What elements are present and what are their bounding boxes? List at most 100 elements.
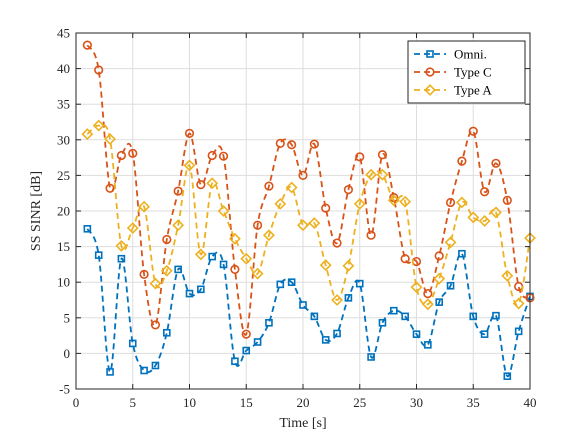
data-point-omni	[231, 357, 239, 366]
data-point-omni	[117, 254, 126, 263]
data-point-type-c	[275, 138, 285, 148]
data-point-omni	[367, 353, 375, 361]
legend-label: Omni.	[454, 47, 487, 62]
y-tick-label: 5	[64, 310, 71, 325]
data-point-omni	[299, 301, 307, 309]
data-point-type-a	[81, 128, 94, 141]
data-point-omni	[424, 341, 432, 349]
legend-item-omni: Omni.	[414, 47, 487, 62]
data-point-type-a	[183, 159, 196, 172]
x-tick-label: 10	[183, 395, 196, 410]
data-point-omni	[492, 311, 500, 320]
data-point-type-a	[92, 119, 105, 132]
data-point-type-a	[365, 168, 378, 181]
data-point-omni	[503, 372, 512, 380]
data-point-type-c	[218, 151, 229, 161]
data-point-omni	[469, 312, 478, 321]
data-point-type-c	[355, 152, 365, 162]
data-point-type-c	[184, 128, 195, 138]
data-point-omni	[514, 327, 523, 336]
data-point-type-a	[206, 177, 219, 190]
data-point-type-a	[194, 248, 207, 261]
data-point-type-a	[263, 229, 275, 242]
data-point-omni	[197, 285, 205, 294]
legend-label: Type A	[454, 83, 492, 98]
data-point-type-a	[467, 211, 480, 224]
data-point-type-c	[173, 186, 183, 196]
data-point-type-a	[115, 239, 128, 252]
data-point-type-a	[172, 219, 185, 232]
x-tick-label: 30	[410, 395, 423, 410]
series-line-type-c	[86, 44, 531, 336]
x-tick-label: 35	[467, 395, 480, 410]
data-point-omni	[401, 312, 409, 321]
data-point-type-a	[228, 232, 241, 245]
y-tick-label: 15	[57, 239, 70, 254]
data-point-omni	[253, 338, 262, 346]
data-point-type-c	[491, 158, 501, 168]
data-point-type-c	[434, 251, 444, 261]
data-point-omni	[287, 278, 296, 287]
data-point-type-a	[251, 267, 264, 280]
data-point-omni	[378, 318, 387, 327]
y-tick-label: 0	[64, 346, 71, 361]
data-point-type-c	[298, 170, 308, 180]
data-point-type-a	[285, 181, 298, 194]
data-point-type-a	[160, 264, 173, 277]
data-point-omni	[412, 330, 421, 338]
x-tick-label: 25	[353, 395, 366, 410]
y-tick-label: 25	[57, 168, 70, 183]
data-point-omni	[265, 318, 273, 327]
data-point-omni	[355, 279, 364, 288]
data-point-type-c	[457, 156, 467, 166]
x-tick-label: 0	[73, 395, 80, 410]
y-tick-label: 30	[57, 132, 70, 147]
data-point-type-c	[366, 230, 376, 240]
data-point-type-a	[353, 197, 366, 210]
data-point-omni	[321, 336, 330, 344]
data-point-type-a	[217, 205, 230, 217]
legend: Omni. Type C Type A	[407, 40, 526, 104]
data-point-type-c	[82, 40, 92, 50]
legend-swatch-marker	[426, 50, 434, 58]
data-point-type-a	[138, 200, 151, 213]
data-point-omni	[208, 252, 216, 261]
data-point-type-c	[480, 187, 490, 197]
data-point-omni	[344, 294, 353, 302]
data-point-type-a	[376, 168, 389, 181]
y-tick-label: 35	[57, 97, 70, 112]
data-point-type-c	[230, 264, 240, 274]
data-point-type-a	[490, 206, 502, 219]
y-tick-label: 45	[57, 26, 70, 41]
data-point-omni	[140, 366, 148, 375]
data-point-type-a	[399, 195, 412, 208]
data-point-omni	[151, 361, 160, 370]
series-type-c	[82, 40, 535, 339]
x-tick-label: 40	[524, 395, 537, 410]
series-line-omni	[86, 228, 531, 378]
y-tick-label: 40	[57, 61, 70, 76]
data-point-omni	[83, 225, 92, 233]
legend-swatch-marker	[425, 67, 435, 77]
data-point-type-a	[319, 259, 332, 272]
data-point-omni	[174, 265, 182, 274]
x-axis-label: Time [s]	[279, 416, 326, 431]
data-point-omni	[219, 260, 228, 269]
data-point-omni	[480, 330, 489, 338]
data-point-type-c	[309, 139, 319, 149]
data-point-type-a	[433, 272, 446, 285]
data-point-type-a	[444, 236, 457, 249]
data-point-type-c	[196, 180, 206, 190]
y-axis-label: SS SINR [dB]	[29, 171, 44, 251]
data-point-type-c	[377, 150, 388, 160]
data-point-type-a	[308, 217, 321, 230]
data-point-type-c	[445, 197, 456, 208]
data-point-omni	[163, 328, 171, 337]
data-point-type-c	[94, 65, 104, 75]
data-point-type-a	[331, 294, 343, 306]
legend-item-type-a: Type A	[414, 83, 492, 98]
data-point-type-a	[387, 194, 400, 207]
data-point-type-c	[468, 126, 478, 136]
data-point-omni	[242, 346, 251, 355]
